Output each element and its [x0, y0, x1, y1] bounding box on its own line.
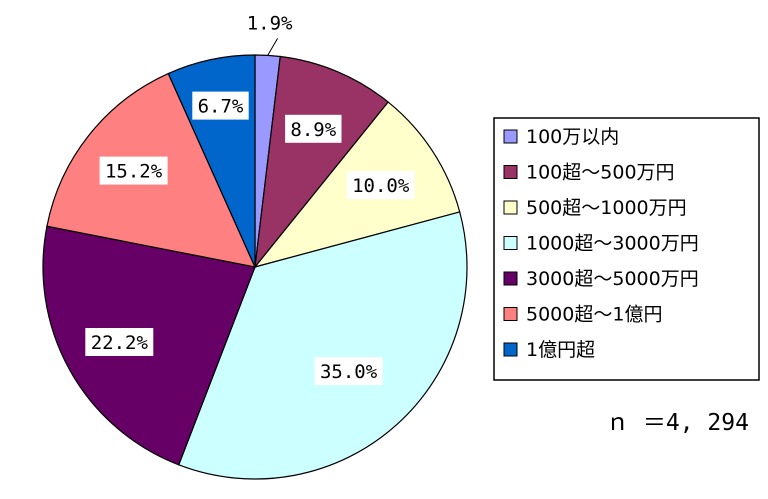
legend-swatch: [503, 200, 518, 215]
leader-lines: [267, 38, 279, 56]
data-label-background: [346, 171, 415, 200]
data-label-background: [241, 8, 298, 37]
data-label-background: [192, 91, 249, 120]
data-labels: 1.9% 8.9% 10.0% 35.0% 22.2% 15.2% 6.7%: [85, 8, 415, 386]
legend-swatch: [503, 129, 518, 144]
data-label: 1.9%: [247, 12, 293, 34]
data-label-background: [85, 328, 154, 356]
legend-swatch: [503, 342, 518, 357]
data-label: 22.2%: [91, 332, 149, 354]
legend: 100万以内 100超～500万円 500超～1000万円 1000超～3000万円 3…: [493, 117, 760, 381]
legend-swatch: [503, 307, 518, 321]
legend-swatch: [503, 165, 518, 179]
data-label-background: [314, 357, 383, 386]
data-label: 6.7%: [198, 96, 244, 118]
pie-slice: [254, 55, 390, 270]
leader-line: [267, 38, 279, 56]
pie-slices: [42, 54, 468, 480]
sample-size-note: ｎ ＝4, 294: [606, 410, 749, 436]
data-label: 10.0%: [352, 175, 410, 197]
legend-label: 1000超～3000万円: [526, 233, 699, 255]
legend-frame: [493, 117, 760, 381]
data-label-background: [285, 114, 342, 143]
legend-label: 5000超～1億円: [526, 304, 662, 326]
legend-swatch: [503, 271, 518, 286]
data-label: 35.0%: [320, 361, 378, 383]
legend-swatch: [503, 236, 518, 250]
data-label: 15.2%: [105, 161, 163, 183]
legend-label: 1億円超: [526, 339, 595, 361]
legend-label: 100万以内: [526, 126, 619, 148]
legend-label: 500超～1000万円: [526, 197, 687, 219]
legend-label: 3000超～5000万円: [526, 268, 699, 290]
legend-label: 100超～500万円: [526, 162, 675, 184]
data-label: 8.9%: [290, 119, 336, 141]
data-label-background: [99, 156, 168, 185]
